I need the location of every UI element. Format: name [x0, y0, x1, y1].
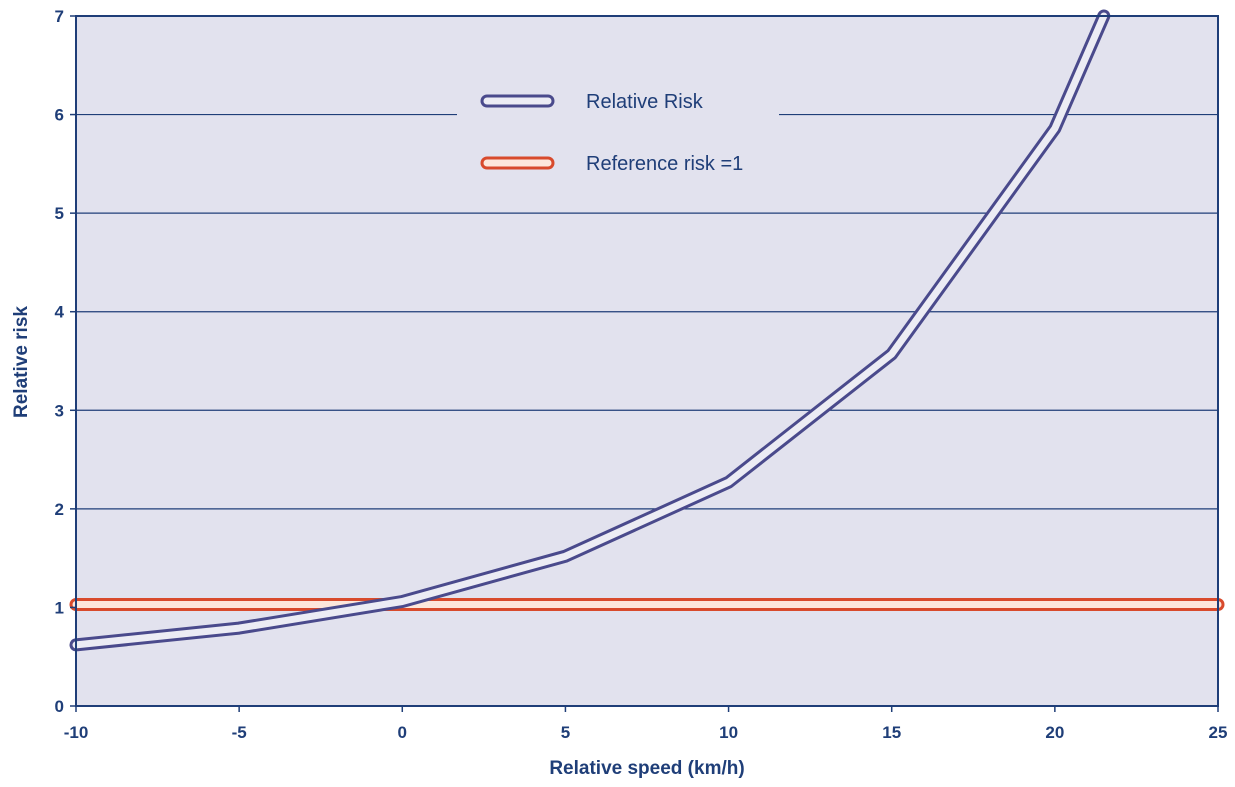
y-tick-label: 1	[55, 598, 64, 617]
x-tick-label: -10	[64, 723, 89, 742]
x-tick-label: 15	[882, 723, 901, 742]
legend-box	[457, 72, 779, 192]
y-tick-label: 4	[55, 303, 65, 322]
y-tick-label: 3	[55, 401, 64, 420]
relative-risk-line-fill	[72, 12, 1108, 649]
x-tick-label: -5	[232, 723, 247, 742]
relative-risk-line	[69, 9, 1111, 652]
x-axis-title: Relative speed (km/h)	[549, 758, 744, 779]
x-tick-label: 25	[1209, 723, 1228, 742]
axes: 0 1 2 3 4 5 6 7 -10 -5 0 5 10 15 20 25	[55, 7, 1228, 742]
x-tick-label: 0	[398, 723, 407, 742]
x-tick-label: 10	[719, 723, 738, 742]
x-tick-label: 5	[561, 723, 570, 742]
y-tick-label: 6	[55, 106, 64, 125]
plot-frame	[75, 15, 1219, 707]
y-tick-label: 2	[55, 500, 64, 519]
legend-relative-risk-label: Relative Risk	[586, 91, 704, 113]
y-tick-label: 7	[55, 7, 64, 26]
y-tick-label: 5	[55, 204, 64, 223]
legend: Relative Risk Reference risk =1	[457, 72, 779, 192]
series-layer	[69, 9, 1225, 652]
y-tick-label: 0	[55, 697, 64, 716]
y-axis-title: Relative risk	[11, 306, 32, 418]
x-tick-label: 20	[1045, 723, 1064, 742]
legend-reference-risk-label: Reference risk =1	[586, 153, 743, 175]
